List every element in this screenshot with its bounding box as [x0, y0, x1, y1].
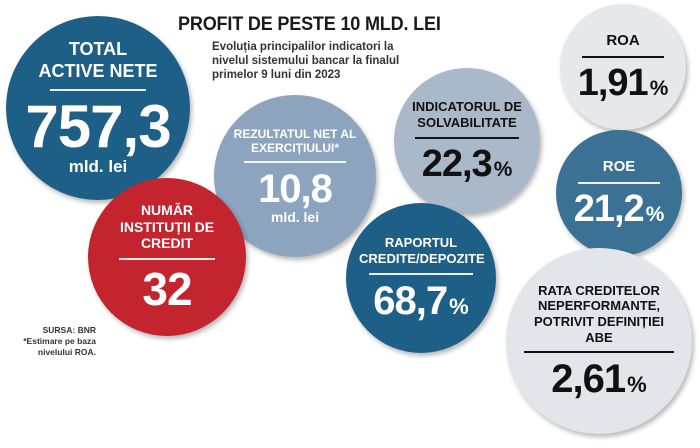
bubble-credit-institutions: NUMĂR INSTITUȚII DE CREDIT 32 — [88, 178, 246, 336]
npl-label: RATA CREDITELOR NEPERFORMANTE, POTRIVIT … — [533, 282, 664, 345]
subtitle: Evoluția principalilor indicatori la niv… — [212, 41, 400, 81]
total-assets-value: 757,3 — [25, 92, 171, 160]
loans-deposits-label: RAPORTUL CREDITE/DEPOZITE — [359, 235, 485, 266]
net-result-label: REZULTATUL NET AL EXERCIȚIULUI* — [233, 126, 357, 155]
npl-value-line: 2,61% — [551, 359, 646, 399]
roa-value: 1,91 — [577, 62, 649, 104]
net-result-value: 10,8 — [258, 167, 333, 212]
divider — [578, 182, 660, 184]
loans-deposits-value: 68,7 — [373, 278, 448, 323]
institutions-value: 32 — [142, 263, 192, 316]
bubble-npl-ratio: RATA CREDITELOR NEPERFORMANTE, POTRIVIT … — [506, 248, 692, 434]
roa-value-line: 1,91% — [578, 64, 669, 102]
institutions-label: NUMĂR INSTITUȚII DE CREDIT — [119, 201, 215, 252]
divider — [244, 161, 346, 164]
total-assets-label: TOTAL ACTIVE NETE — [38, 39, 158, 81]
divider — [369, 272, 473, 275]
solvency-unit: % — [493, 157, 513, 181]
solvency-value: 22,3 — [421, 142, 493, 185]
bubble-roe: ROE 21,2% — [556, 130, 682, 256]
solvency-value-line: 22,3% — [422, 145, 513, 183]
loans-deposits-unit: % — [449, 293, 469, 319]
bubble-loans-deposits: RAPORTUL CREDITE/DEPOZITE 68,7% — [346, 203, 496, 353]
source-name: BNR — [77, 325, 96, 335]
total-assets-unit: mld. lei — [68, 156, 128, 176]
roe-label: ROE — [602, 158, 636, 175]
net-result-unit: mld. lei — [270, 209, 320, 226]
footnote: *Estimare pe baza nivelului ROA. — [23, 336, 96, 357]
divider — [50, 88, 146, 91]
solvency-label: INDICATORUL DE SOLVABILITATE — [412, 99, 522, 130]
bubble-total-assets: TOTAL ACTIVE NETE 757,3 mld. lei — [6, 16, 190, 200]
divider — [582, 56, 664, 58]
roe-unit: % — [645, 203, 665, 226]
bubble-roa: ROA 1,91% — [560, 4, 686, 130]
divider — [415, 136, 519, 139]
divider — [119, 258, 215, 261]
roa-unit: % — [649, 77, 669, 100]
divider — [524, 351, 674, 354]
npl-value: 2,61 — [551, 357, 626, 402]
bubble-solvency: INDICATORUL DE SOLVABILITATE 22,3% — [394, 68, 540, 214]
roe-value-line: 21,2% — [574, 190, 665, 228]
npl-unit: % — [627, 372, 647, 398]
roa-label: ROA — [606, 32, 640, 49]
roe-value: 21,2 — [573, 188, 645, 230]
loans-deposits-value-line: 68,7% — [373, 281, 468, 321]
headline: PROFIT DE PESTE 10 MLD. LEI — [178, 14, 441, 35]
source-label: SURSA: — [42, 325, 76, 335]
source-note: SURSA: BNR *Estimare pe baza nivelului R… — [10, 325, 96, 358]
